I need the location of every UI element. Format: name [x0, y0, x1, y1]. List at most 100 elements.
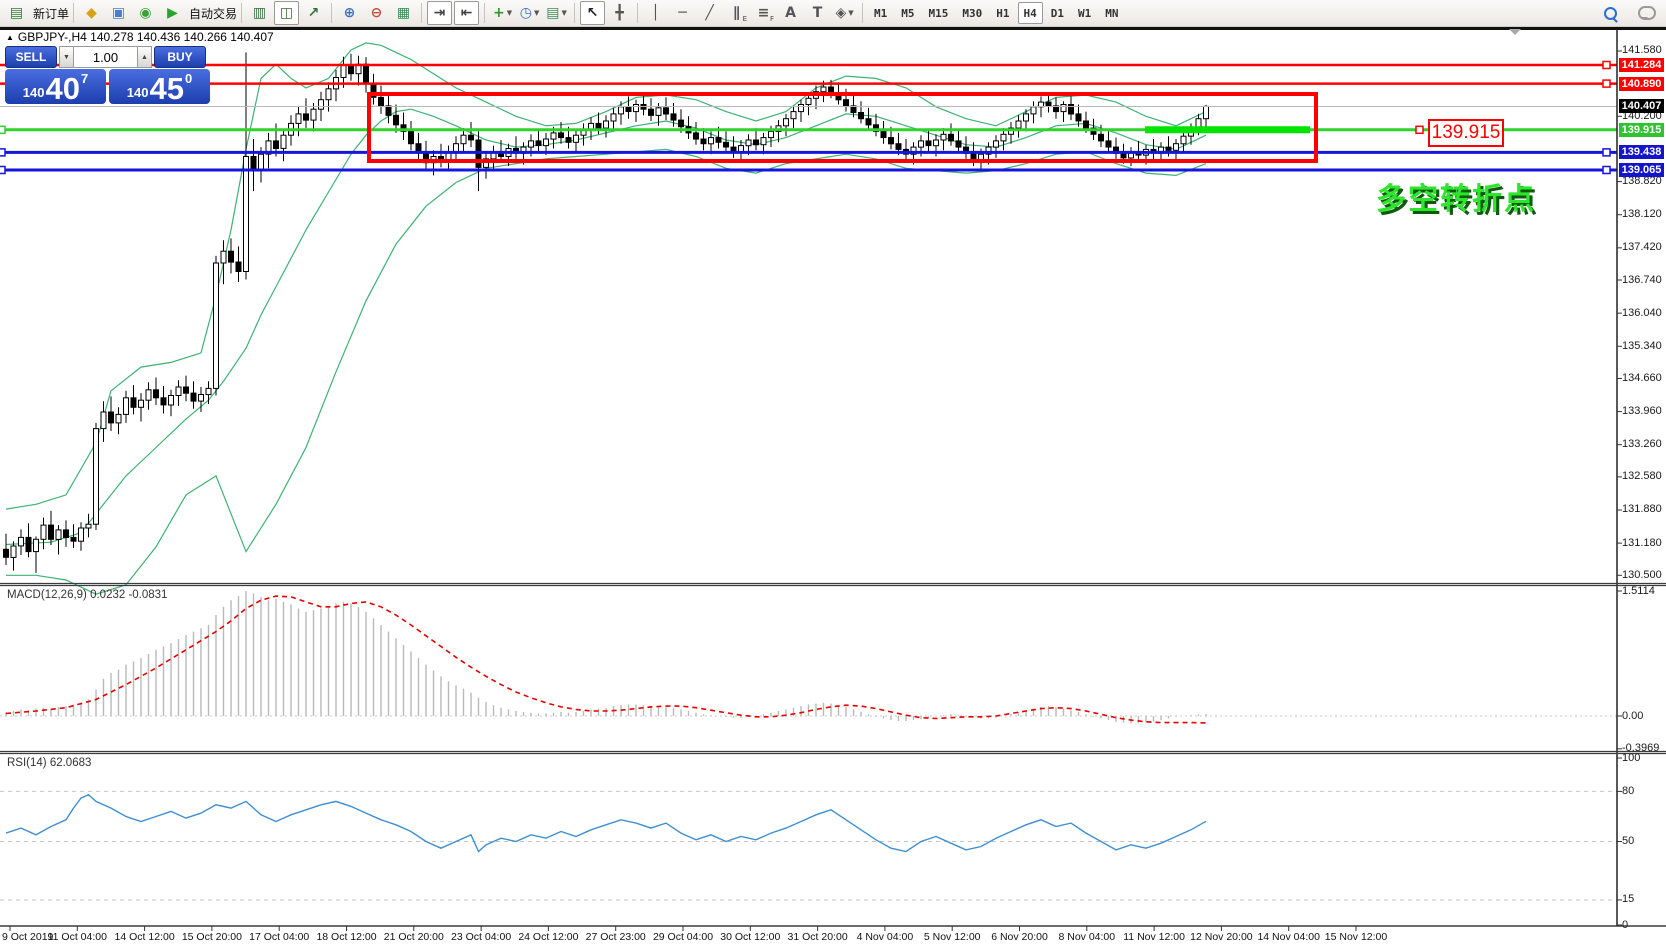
search-button[interactable] — [1598, 1, 1623, 25]
line-handle[interactable] — [1602, 148, 1611, 157]
tab-timeframe-H4[interactable]: H4 — [1017, 2, 1043, 24]
line-handle[interactable] — [0, 148, 6, 157]
macd-axis-label: 1.5114 — [1622, 584, 1655, 597]
date-label: 4 Nov 04:00 — [856, 931, 914, 943]
text-label-button[interactable]: T — [805, 1, 830, 25]
candle — [790, 111, 797, 120]
cursor-button[interactable]: ↖ — [580, 1, 606, 25]
candle — [783, 118, 789, 127]
candle — [108, 411, 114, 424]
candle — [25, 536, 32, 553]
buy-button[interactable]: BUY — [154, 46, 206, 68]
periods-icon: ◷ — [519, 5, 532, 21]
auto-scroll-button[interactable]: ⇥ — [427, 1, 453, 25]
candle — [753, 139, 759, 146]
vertical-line-button[interactable]: │ — [643, 1, 668, 25]
trendline-button[interactable]: ╱ — [697, 1, 722, 25]
date-label: 11 Nov 12:00 — [1123, 931, 1185, 943]
bar-chart-button[interactable]: ▥ — [247, 1, 272, 25]
volume-decrease-button[interactable]: ▼ — [59, 46, 74, 68]
candle — [363, 63, 369, 85]
templates-button[interactable]: ▤ ▼ — [544, 1, 569, 25]
zoom-out-button[interactable]: ⊖ — [364, 1, 389, 25]
rsi-axis-label: 15 — [1622, 893, 1635, 906]
tab-timeframe-D1[interactable]: D1 — [1050, 6, 1065, 20]
range-box-annotation[interactable] — [367, 92, 1318, 163]
sell-price[interactable]: 140 40 7 — [5, 69, 106, 104]
periods-button[interactable]: ◷ ▼ — [517, 1, 542, 25]
candle — [1165, 146, 1172, 151]
line-handle[interactable] — [1602, 60, 1611, 70]
candle — [985, 146, 992, 155]
tile-windows-button[interactable]: ▦ — [391, 1, 416, 25]
tab-timeframe-W1[interactable]: W1 — [1078, 6, 1092, 20]
zoom-out-icon: ⊖ — [370, 5, 383, 21]
toolbar-separator — [484, 3, 486, 23]
tab-timeframe-M5[interactable]: M5 — [901, 6, 915, 20]
candle — [235, 261, 242, 272]
candle — [393, 114, 399, 126]
tab-timeframe-H1[interactable]: H1 — [996, 6, 1010, 20]
line-handle[interactable] — [1415, 125, 1424, 135]
tab-timeframe-M15[interactable]: M15 — [928, 6, 949, 20]
sell-button[interactable]: SELL — [5, 46, 57, 68]
chart-shift-button[interactable]: ⇤ — [454, 1, 480, 25]
autotrading-button-label[interactable]: 自动交易 — [189, 6, 238, 21]
signals-button[interactable]: ◉ — [133, 1, 158, 25]
candle — [798, 104, 804, 113]
tab-timeframe-MN[interactable]: MN — [1105, 6, 1119, 20]
toolbar-separator — [73, 3, 75, 23]
candle — [145, 389, 152, 401]
volume-increase-button[interactable]: ▲ — [137, 46, 152, 68]
buy-price-prefix: 140 — [126, 85, 149, 100]
horizontal-line-button[interactable]: ─ — [670, 1, 695, 25]
one-click-trading-panel: SELL ▼ ▲ BUY 140 40 7 140 45 0 — [5, 46, 210, 105]
indicators-button[interactable]: + ▼ — [490, 1, 515, 25]
channel-button[interactable]: ∥ E — [724, 1, 749, 25]
auto-scroll-icon: ⇥ — [433, 5, 446, 21]
dropdown-arrow-icon[interactable]: ▼ — [848, 9, 854, 17]
crosshair-button[interactable]: ╋ — [607, 1, 632, 25]
line-handle[interactable] — [1602, 165, 1611, 175]
candle — [528, 140, 534, 148]
mql-editor-button[interactable]: ◆ — [79, 1, 104, 25]
line-handle[interactable] — [1602, 79, 1611, 88]
buy-price[interactable]: 140 45 0 — [109, 69, 210, 104]
candle-chart-button[interactable]: ◫ — [274, 1, 300, 25]
toolbar-separator — [241, 3, 243, 23]
market-button[interactable]: ▣ — [106, 1, 131, 25]
dropdown-arrow-icon[interactable]: ▼ — [533, 9, 540, 17]
zoom-in-button[interactable]: ⊕ — [337, 1, 362, 25]
line-handle[interactable] — [0, 165, 6, 175]
line-handle[interactable] — [0, 125, 6, 135]
bar-chart-icon: ▥ — [252, 5, 267, 21]
candle — [858, 112, 864, 120]
line-chart-button[interactable]: ↗ — [301, 1, 326, 25]
price-tag: 139.065 — [1619, 163, 1664, 177]
price-level-callout[interactable]: 139.915 — [1428, 119, 1504, 147]
new-order-button[interactable]: ▤ — [4, 1, 29, 25]
chat-button[interactable] — [1625, 1, 1657, 25]
price-tick-label: 135.340 — [1622, 339, 1662, 352]
search-icon — [1604, 6, 1617, 20]
turning-point-note[interactable]: 多空转折点 — [1376, 182, 1536, 217]
text-button[interactable]: A — [778, 1, 803, 25]
candle — [670, 113, 677, 121]
buy-price-big: 45 — [149, 71, 184, 106]
volume-input[interactable] — [74, 46, 137, 68]
dropdown-arrow-icon[interactable]: ▼ — [506, 9, 513, 17]
date-label: 11 Oct 04:00 — [47, 931, 107, 943]
new-order-button-label[interactable]: 新订单 — [33, 6, 70, 21]
price-tag: 140.890 — [1619, 76, 1664, 91]
candle — [700, 138, 707, 145]
fibonacci-button[interactable]: ≡ F — [751, 1, 776, 25]
dropdown-arrow-icon[interactable]: ▼ — [561, 9, 567, 17]
candle — [745, 139, 752, 147]
autotrading-button[interactable]: ▶ — [160, 1, 185, 25]
price-tick-label: 136.740 — [1622, 273, 1662, 286]
tab-timeframe-M1[interactable]: M1 — [874, 6, 888, 20]
shapes-button[interactable]: ◈ ▼ — [832, 1, 857, 25]
tab-timeframe-M30[interactable]: M30 — [962, 6, 983, 20]
